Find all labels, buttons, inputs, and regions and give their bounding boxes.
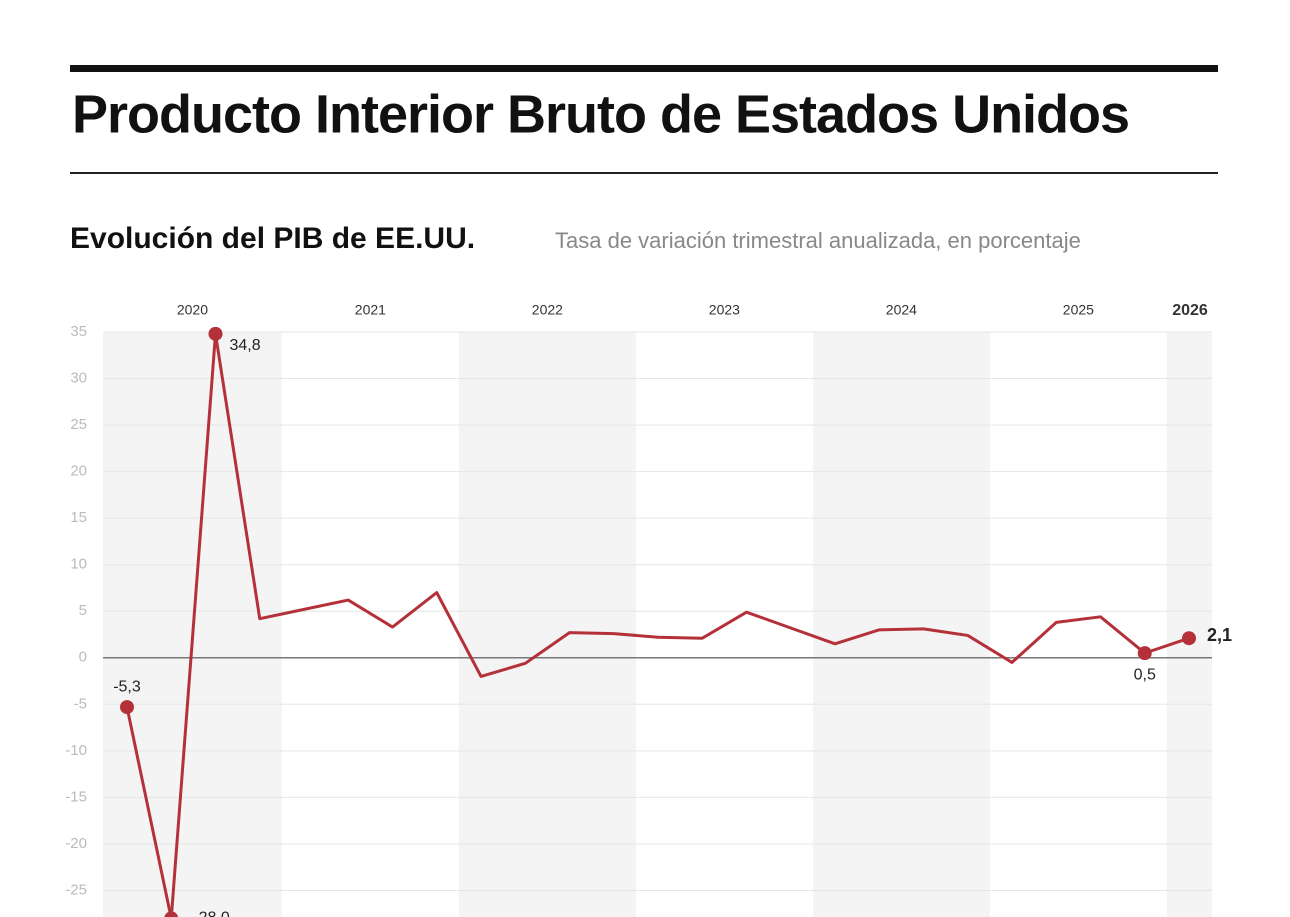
y-tick-label: -10 xyxy=(65,742,87,759)
data-label: -28,0 xyxy=(193,910,230,917)
data-label: 34,8 xyxy=(230,337,261,354)
chart-title: Producto Interior Bruto de Estados Unido… xyxy=(72,84,1129,144)
y-tick-label: 25 xyxy=(70,416,87,433)
x-tick-label: 2026 xyxy=(1172,302,1208,319)
y-tick-label: 15 xyxy=(70,509,87,526)
y-tick-label: 0 xyxy=(79,649,87,666)
y-tick-label: 20 xyxy=(70,463,87,480)
year-band xyxy=(812,332,990,917)
data-point xyxy=(120,700,134,715)
y-tick-label: 5 xyxy=(79,602,87,619)
x-tick-label: 2023 xyxy=(709,302,740,318)
year-band xyxy=(458,332,636,917)
data-point xyxy=(208,326,223,341)
data-point xyxy=(164,911,179,917)
x-tick-label: 2020 xyxy=(177,302,208,318)
y-tick-label: -5 xyxy=(74,695,87,712)
x-tick-label: 2022 xyxy=(532,302,563,318)
chart-note: Tasa de variación trimestral anualizada,… xyxy=(555,228,1081,253)
y-tick-label: -25 xyxy=(65,881,87,898)
x-tick-label: 2021 xyxy=(355,302,386,318)
y-tick-label: -20 xyxy=(65,835,87,852)
header-rule xyxy=(70,172,1218,174)
y-tick-label: 30 xyxy=(70,370,87,387)
data-label: 2,1 xyxy=(1207,625,1232,645)
data-point xyxy=(1182,631,1196,646)
data-point xyxy=(1137,646,1152,661)
chart-subtitle: Evolución del PIB de EE.UU. xyxy=(70,222,475,255)
data-label: -5,3 xyxy=(113,678,141,695)
x-tick-label: 2025 xyxy=(1063,302,1094,318)
header-rule xyxy=(70,65,1218,72)
data-label: 0,5 xyxy=(1134,666,1156,683)
year-band xyxy=(1166,332,1212,917)
data-line xyxy=(125,332,1190,917)
y-tick-label: -15 xyxy=(65,788,87,805)
y-tick-label: 10 xyxy=(70,556,87,573)
x-tick-label: 2024 xyxy=(886,302,917,318)
y-tick-label: 35 xyxy=(70,323,87,340)
